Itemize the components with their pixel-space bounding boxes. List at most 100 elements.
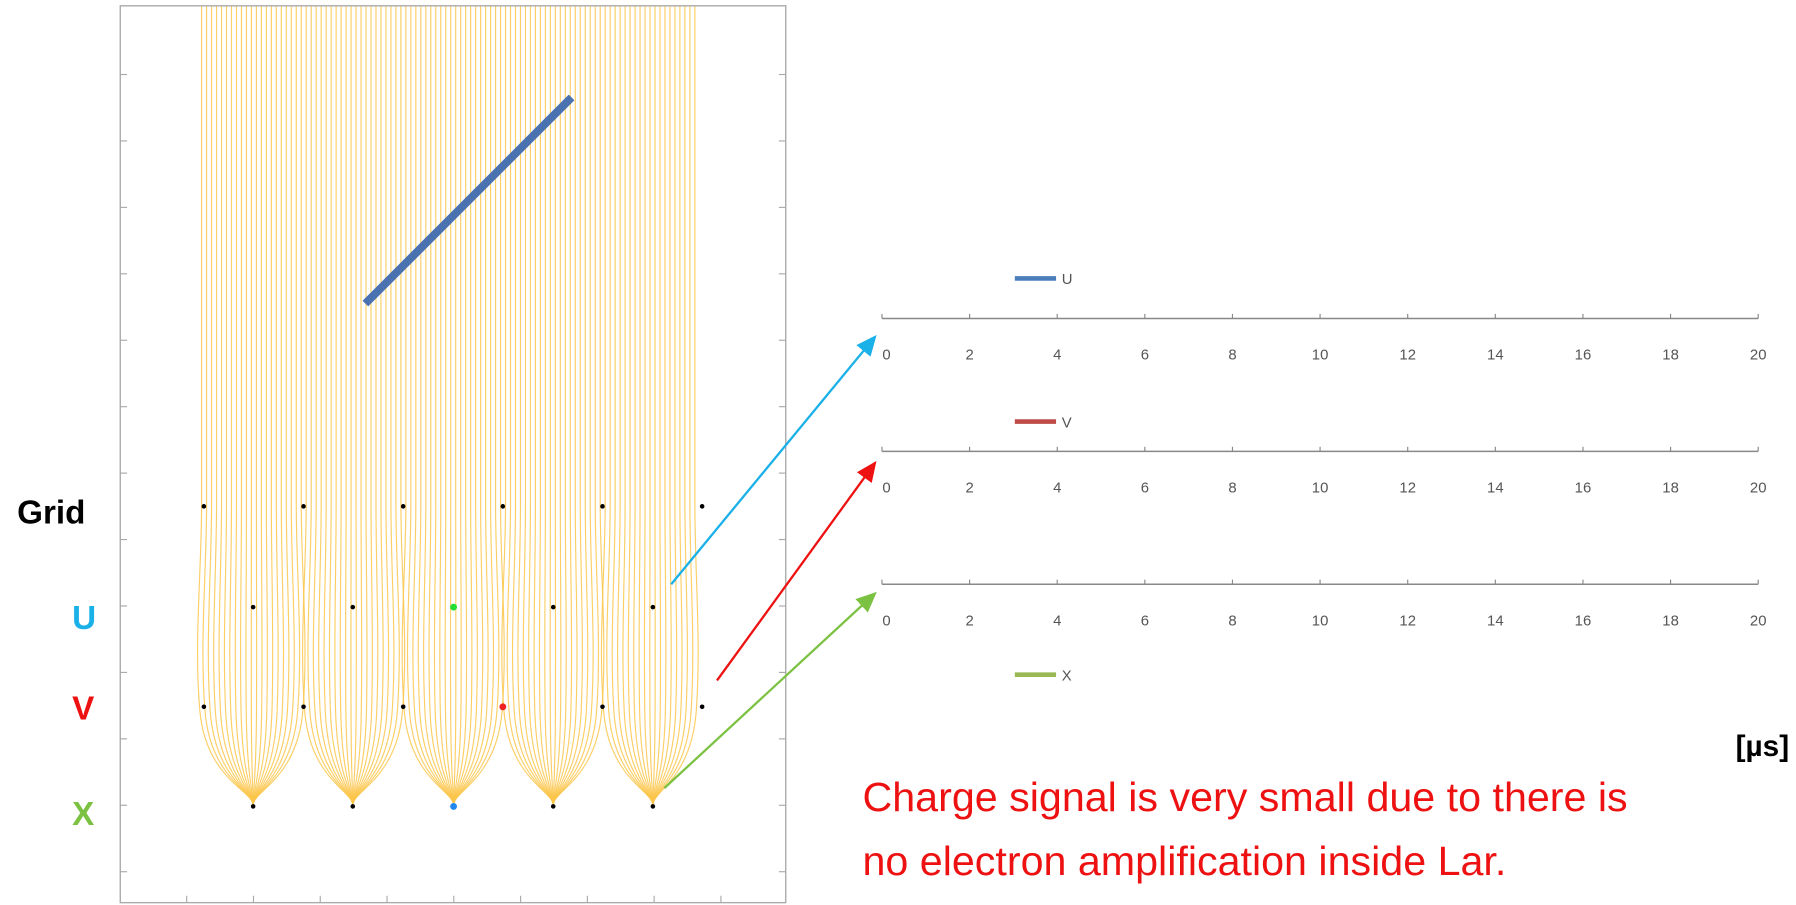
field-line [453,5,489,806]
track [362,94,575,307]
field-line [552,5,589,806]
x-tick-label: 10 [1312,348,1329,364]
grid-wire [699,504,705,509]
field-line [229,5,254,806]
frame-ticks [120,73,786,903]
x-wire [450,802,458,810]
field-line [213,5,254,806]
x-tick-label: 10 [1312,613,1329,629]
field-line [511,5,554,806]
grid-wire [500,504,506,509]
field-line [652,5,694,806]
field-line [611,5,654,806]
field-line [252,5,290,806]
field-line [538,5,554,806]
field-line [352,5,395,806]
x-wire [550,804,556,809]
v-wire [600,704,605,710]
field-line [622,5,654,806]
u-label: U [72,600,96,637]
field-simulation [196,5,699,806]
x-tick-label: 14 [1487,348,1504,364]
x-tick-label: 6 [1141,348,1149,364]
field-line [633,5,654,806]
field-line [552,5,567,806]
x-tick-label: 4 [1053,348,1061,364]
field-line [350,5,354,806]
field-line [552,5,583,806]
u-wire [250,604,256,610]
x-wire [650,804,656,809]
legend-label: V [1062,415,1072,431]
field-line [401,5,455,806]
field-line [307,5,354,806]
x-tick-label: 16 [1575,348,1592,364]
field-line [202,5,254,806]
field-line [533,5,554,806]
x-tick-label: 6 [1141,481,1149,497]
x-tick-label: 18 [1662,481,1679,497]
field-line [453,5,484,806]
field-line [552,5,557,806]
field-line [652,5,678,806]
field-line [616,5,654,806]
u-wire [450,603,458,611]
field-line [453,5,457,806]
field-line [439,5,455,806]
field-line [638,5,654,806]
field-line [501,5,554,806]
field-line [252,5,258,806]
field-line [339,5,354,806]
x-wire [350,804,356,809]
field-line [549,5,554,806]
field-line [528,5,554,806]
v-wire [499,703,507,711]
field-line [453,5,478,806]
x-tick-label: 8 [1228,481,1236,497]
field-line [252,5,295,806]
x-tick-label: 18 [1662,348,1679,364]
field-line [449,5,455,806]
field-line [406,5,455,806]
field-line [433,5,455,806]
x-tick-label: 12 [1399,348,1416,364]
grid-wire [201,504,207,509]
field-line [627,5,654,806]
x-wire [250,804,256,809]
v-wire [301,704,306,710]
field-line [649,5,654,806]
field-line [250,5,254,806]
x-tick-label: 2 [965,348,973,364]
x-tick-label: 0 [882,481,890,497]
grid-label: Grid [17,495,85,532]
field-line [453,5,473,806]
x-tick-label: 4 [1053,613,1061,629]
v-wire [699,704,705,710]
x-tick-label: 20 [1750,613,1767,629]
field-line [652,5,662,806]
u-wire [550,604,556,610]
x-tick-label: 14 [1487,613,1504,629]
field-line [344,5,354,806]
x-tick-label: 16 [1575,481,1592,497]
field-line [252,5,274,806]
unit-label: [µs] [1736,730,1790,763]
field-line [453,5,462,806]
field-line [352,5,379,806]
field-line [552,5,578,806]
u-wire [350,604,356,610]
field-line [444,5,455,806]
x-tick-label: 2 [965,613,973,629]
field-line [352,5,390,806]
field-line [196,5,254,806]
field-line [334,5,354,806]
x-tick-label: 0 [882,348,890,364]
field-line [312,5,354,806]
x-tick-label: 0 [882,613,890,629]
signal-plots: 0 2 4 6 8 10 12 14 16 18 20 U 0 2 4 6 8 10 12 14 16 18 20 V 0 2 4 6… [881,272,1767,684]
wires [201,504,705,810]
field-line [252,5,268,806]
field-line [552,5,600,806]
field-line [453,5,500,806]
